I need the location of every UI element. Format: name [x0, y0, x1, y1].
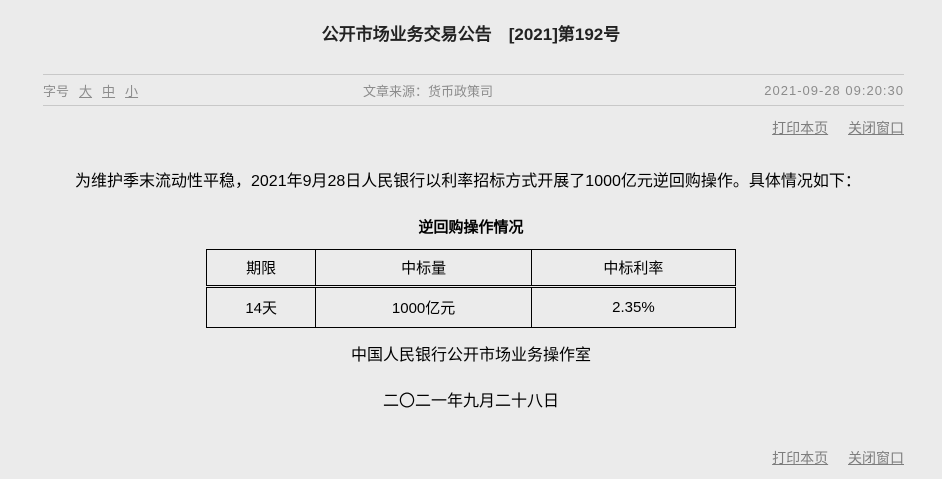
publish-timestamp: 2021-09-28 09:20:30: [764, 82, 904, 98]
cell-rate: 2.35%: [530, 285, 737, 328]
article-source: 文章来源：货币政策司: [363, 81, 493, 100]
article-source-value: 货币政策司: [428, 83, 494, 99]
page-title: 公开市场业务交易公告 [2021]第192号: [321, 25, 621, 44]
font-size-option-medium[interactable]: 中: [102, 83, 116, 99]
cell-term: 14天: [205, 285, 317, 328]
meta-bar: 字号 大 中 小 文章来源：货币政策司 2021-09-28 09:20:30: [43, 74, 904, 106]
cell-volume: 1000亿元: [315, 285, 532, 328]
body-paragraph: 为维护季末流动性平稳，2021年9月28日人民银行以利率招标方式开展了1000亿…: [75, 173, 861, 190]
print-page-link-bottom[interactable]: 打印本页: [772, 450, 829, 466]
font-size-option-small[interactable]: 小: [125, 83, 139, 99]
column-header-volume: 中标量: [315, 249, 532, 287]
date-line: 二〇二一年九月二十八日: [382, 393, 559, 410]
font-size-option-large[interactable]: 大: [79, 83, 93, 99]
print-page-link-top[interactable]: 打印本页: [772, 120, 829, 136]
signature-line: 中国人民银行公开市场业务操作室: [350, 347, 591, 364]
bottom-action-links: 打印本页 关闭窗口: [0, 448, 942, 468]
close-window-link-bottom[interactable]: 关闭窗口: [848, 450, 904, 466]
column-header-term: 期限: [205, 249, 317, 287]
table-header-row: 期限 中标量 中标利率: [205, 249, 737, 287]
top-action-links: 打印本页 关闭窗口: [0, 118, 942, 138]
font-size-controls: 字号 大 中 小: [43, 81, 363, 100]
reverse-repo-table: 期限 中标量 中标利率 14天 1000亿元 2.35%: [205, 249, 737, 328]
close-window-link-top[interactable]: 关闭窗口: [848, 120, 904, 136]
table-row: 14天 1000亿元 2.35%: [205, 285, 737, 328]
font-size-label: 字号: [43, 83, 70, 99]
article-source-label: 文章来源：: [363, 83, 429, 99]
table-title: 逆回购操作情况: [418, 219, 524, 236]
column-header-rate: 中标利率: [530, 249, 737, 287]
